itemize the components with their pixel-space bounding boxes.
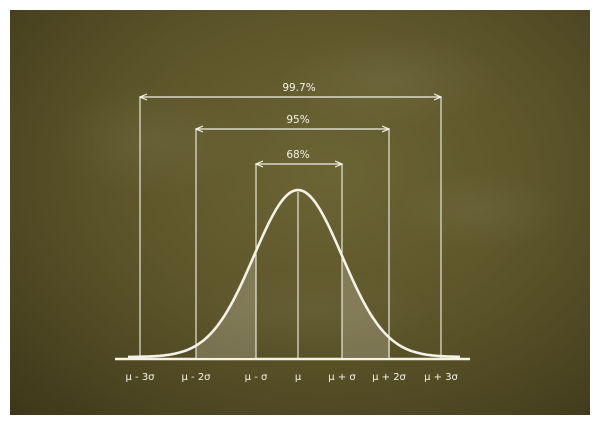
bell-curve [128, 188, 460, 359]
interval-label-2sd: 95% [286, 114, 309, 126]
shaded-region-right [342, 255, 390, 357]
interval-label-1sd: 68% [286, 149, 309, 161]
axis-label-mu: μ [295, 372, 302, 383]
axis-label-plus-3sigma: μ + 3σ [424, 372, 458, 383]
axis-label-minus-3sigma: μ - 3σ [125, 372, 155, 383]
interval-label-3sd: 99.7% [282, 82, 315, 94]
chalkboard-background [10, 10, 590, 415]
shaded-region-left [196, 251, 256, 357]
axis-label-minus-sigma: μ - σ [245, 372, 268, 383]
axis-label-minus-2sigma: μ - 2σ [181, 372, 211, 383]
axis-label-plus-sigma: μ + σ [328, 372, 356, 383]
axis-label-plus-2sigma: μ + 2σ [372, 372, 406, 383]
